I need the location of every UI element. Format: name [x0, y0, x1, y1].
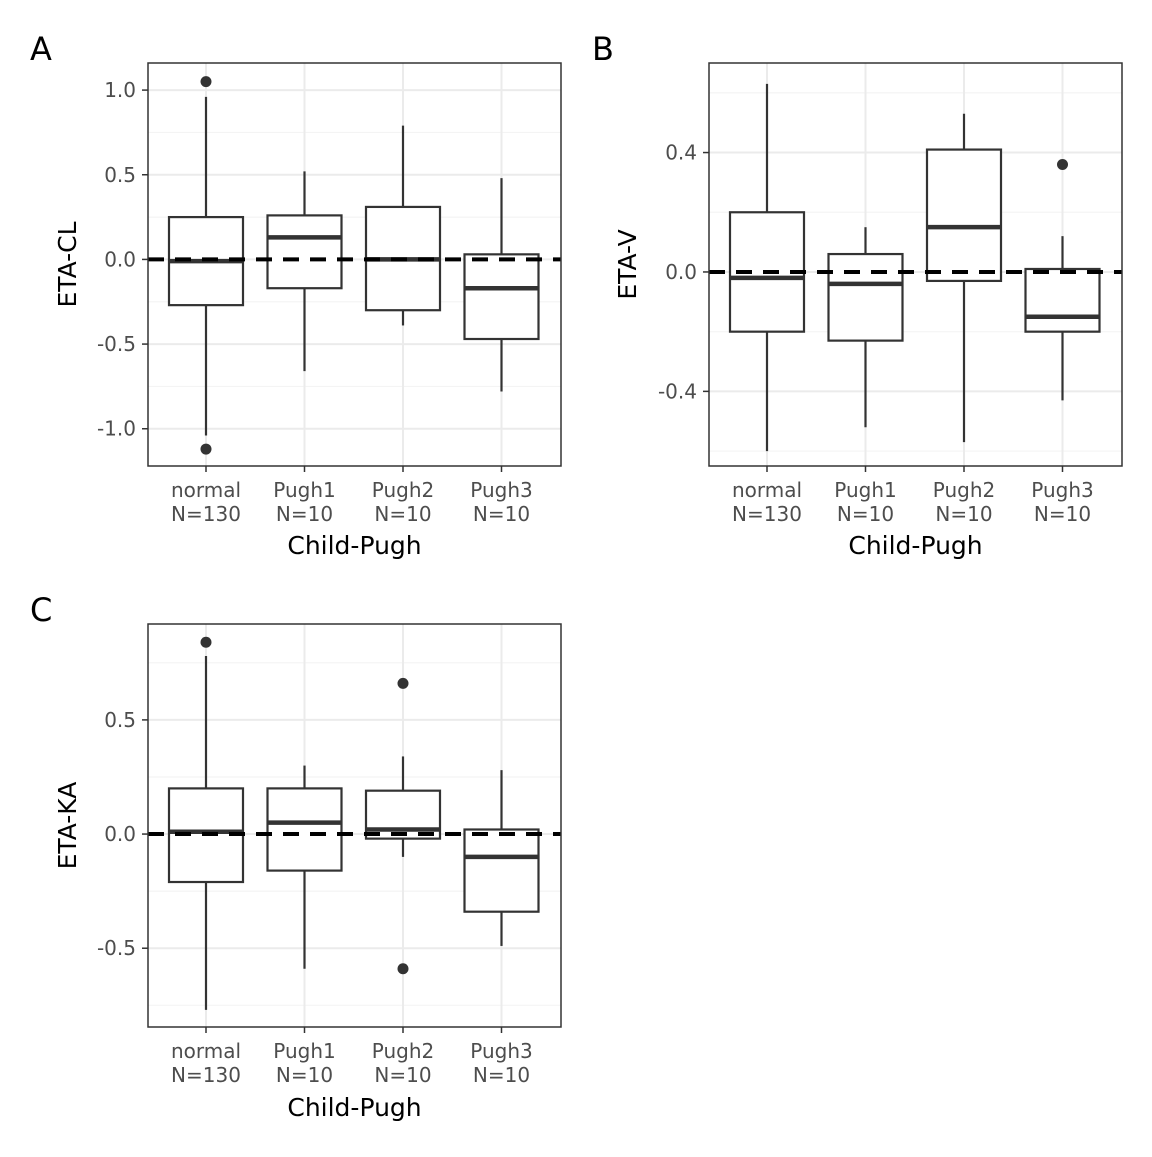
panel-tag: C	[30, 591, 52, 629]
x-tick-label: Pugh1	[273, 1039, 335, 1063]
panel-tag: B	[592, 30, 614, 68]
y-tick-label: 0.5	[104, 163, 136, 187]
box-pugh1	[266, 765, 343, 969]
panel-c: 0.50.0-0.5normalN=130Pugh1N=10Pugh2N=10P…	[30, 591, 562, 1122]
outlier-point	[200, 443, 212, 455]
x-tick-count-label: N=10	[473, 1063, 530, 1087]
x-tick-label: normal	[171, 1039, 241, 1063]
box-pugh1	[266, 171, 343, 372]
panel-border	[708, 62, 1123, 467]
x-tick-count-label: N=10	[374, 502, 431, 526]
x-tick-label: Pugh3	[470, 478, 532, 502]
y-tick-label: 0.0	[665, 260, 697, 284]
panel-b: 0.40.0-0.4normalN=130Pugh1N=10Pugh2N=10P…	[592, 30, 1123, 560]
x-tick-count-label: N=10	[837, 502, 894, 526]
outlier-point	[397, 677, 409, 689]
y-tick-label: 0.4	[665, 141, 697, 165]
y-tick-label: -0.4	[658, 379, 697, 403]
outlier-point	[1057, 158, 1068, 170]
outlier-point	[200, 76, 212, 88]
outlier-point	[200, 636, 212, 648]
x-tick-label: Pugh3	[470, 1039, 532, 1063]
iqr-box	[1024, 267, 1101, 333]
box-pugh1	[827, 227, 904, 428]
x-axis-title: Child-Pugh	[287, 1093, 421, 1122]
box-pugh3	[463, 178, 540, 392]
x-tick-label: Pugh3	[1031, 478, 1093, 502]
x-tick-count-label: N=130	[171, 1063, 241, 1087]
box-pugh3	[1024, 158, 1101, 401]
box-pugh2	[925, 113, 1003, 443]
y-axis-title: ETA-KA	[53, 782, 82, 870]
x-tick-label: normal	[732, 478, 802, 502]
y-tick-label: 0.0	[104, 247, 136, 271]
panel-border	[147, 62, 562, 467]
x-tick-count-label: N=10	[276, 1063, 333, 1087]
y-tick-label: 1.0	[104, 78, 136, 102]
y-axis-title: ETA-V	[613, 229, 642, 299]
y-tick-label: -0.5	[97, 332, 136, 356]
x-tick-count-label: N=10	[374, 1063, 431, 1087]
panel-tag: A	[30, 30, 52, 68]
iqr-box	[925, 148, 1003, 283]
y-tick-label: -0.5	[97, 936, 136, 960]
y-tick-label: 0.0	[104, 822, 136, 846]
x-tick-label: Pugh1	[273, 478, 335, 502]
iqr-box	[463, 828, 540, 913]
x-tick-count-label: N=130	[171, 502, 241, 526]
iqr-box	[827, 252, 904, 342]
x-tick-label: normal	[171, 478, 241, 502]
x-tick-label: Pugh2	[372, 1039, 434, 1063]
box-pugh2	[364, 677, 442, 975]
iqr-box	[463, 253, 540, 341]
panel-border	[147, 623, 562, 1028]
box-pugh3	[463, 770, 540, 946]
y-tick-label: -1.0	[97, 417, 136, 441]
x-tick-label: Pugh2	[372, 478, 434, 502]
x-tick-count-label: N=130	[732, 502, 802, 526]
y-tick-label: 0.5	[104, 708, 136, 732]
iqr-box	[266, 214, 343, 290]
x-axis-title: Child-Pugh	[848, 531, 982, 560]
x-tick-count-label: N=10	[935, 502, 992, 526]
x-tick-count-label: N=10	[473, 502, 530, 526]
iqr-box	[266, 787, 343, 872]
x-tick-count-label: N=10	[276, 502, 333, 526]
x-axis-title: Child-Pugh	[287, 531, 421, 560]
y-axis-title: ETA-CL	[53, 221, 82, 307]
panel-a: 1.00.50.0-0.5-1.0normalN=130Pugh1N=10Pug…	[30, 30, 562, 560]
x-tick-label: Pugh2	[933, 478, 995, 502]
x-tick-label: Pugh1	[834, 478, 896, 502]
x-tick-count-label: N=10	[1034, 502, 1091, 526]
outlier-point	[397, 963, 409, 975]
